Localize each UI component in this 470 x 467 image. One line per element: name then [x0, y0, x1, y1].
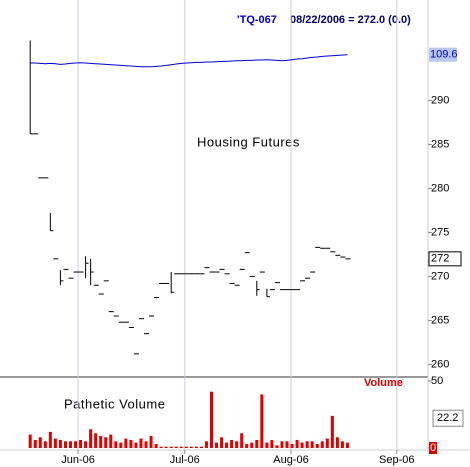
- volume-bar: [48, 431, 52, 448]
- volume-bar: [230, 439, 234, 448]
- volume-bar: [255, 439, 259, 448]
- volume-bar: [74, 441, 78, 448]
- volume-bar: [235, 441, 239, 448]
- volume-bar: [250, 442, 254, 448]
- volume-bar: [275, 445, 279, 448]
- volume-bar: [63, 441, 67, 448]
- volume-bar: [204, 441, 208, 448]
- volume-bar: [199, 446, 203, 448]
- volume-bar: [58, 439, 62, 448]
- y-tick-label: 280: [431, 182, 449, 194]
- y-tick-label: 265: [431, 314, 449, 326]
- value-tag: 22.2: [437, 412, 458, 424]
- quote: 08/22/2006 = 272.0 (0.0): [290, 14, 411, 26]
- volume-bar: [285, 441, 289, 448]
- volume-bar: [184, 446, 188, 448]
- x-tick-label: Jul-06: [170, 454, 200, 466]
- volume-bar: [124, 438, 128, 448]
- annotation: Pathetic Volume: [64, 396, 165, 411]
- symbol: 'TQ-067: [237, 14, 277, 26]
- volume-bar: [79, 439, 83, 448]
- volume-bar: [194, 446, 198, 448]
- volume-bar: [84, 441, 88, 448]
- value-tag: 272: [431, 253, 449, 265]
- volume-bar: [315, 443, 319, 448]
- volume-bar: [149, 435, 153, 448]
- volume-bar: [144, 441, 148, 448]
- volume-bar: [189, 446, 193, 448]
- volume-bar: [68, 441, 72, 448]
- volume-bar: [119, 442, 123, 448]
- value-tag-box: [432, 409, 464, 427]
- volume-bar: [270, 439, 274, 448]
- volume-bar: [99, 435, 103, 448]
- volume-bar: [340, 441, 344, 448]
- volume-bar: [290, 443, 294, 448]
- volume-bar: [305, 441, 309, 448]
- volume-bar: [295, 439, 299, 448]
- y-tick-box: [429, 442, 437, 454]
- volume-bar: [209, 391, 213, 448]
- x-tick-label: Jun-06: [61, 454, 95, 466]
- volume-bar: [345, 442, 349, 448]
- volume-bar: [109, 434, 113, 448]
- annotation: Housing Futures: [197, 134, 300, 149]
- x-tick-label: Aug-06: [273, 454, 308, 466]
- y-axis-label: Volume: [364, 377, 403, 389]
- volume-bar: [310, 441, 314, 448]
- volume-bar: [335, 437, 339, 448]
- volume-bar: [43, 441, 47, 448]
- volume-bar: [220, 437, 224, 448]
- volume-bar: [225, 442, 229, 448]
- volume-bar: [245, 443, 249, 448]
- volume-bar: [265, 442, 269, 448]
- volume-bar: [33, 439, 37, 448]
- y-tick-label: 285: [431, 138, 449, 150]
- volume-bar: [154, 443, 158, 448]
- volume-bar: [215, 442, 219, 448]
- y-tick-label: 290: [431, 94, 449, 106]
- volume-bar: [169, 446, 173, 448]
- volume-bar: [104, 437, 108, 448]
- volume-bar: [129, 439, 133, 448]
- volume-bar: [94, 433, 98, 448]
- volume-bar: [134, 442, 138, 448]
- volume-bar: [260, 394, 264, 448]
- volume-bar: [240, 433, 244, 448]
- value-tag: 109.6: [430, 49, 458, 61]
- volume-bar: [89, 429, 93, 448]
- y-tick-label: 0: [430, 442, 436, 454]
- volume-bar: [164, 446, 168, 448]
- value-tag-box: [428, 251, 462, 267]
- volume-bar: [325, 438, 329, 448]
- y-tick-label: 275: [431, 226, 449, 238]
- x-tick-label: Sep-06: [379, 454, 414, 466]
- volume-bar: [159, 446, 163, 448]
- volume-bar: [53, 438, 57, 448]
- value-tag-box: [429, 47, 457, 62]
- volume-bar: [330, 415, 334, 448]
- volume-bar: [174, 446, 178, 448]
- volume-bar: [38, 437, 42, 448]
- volume-bar: [28, 434, 32, 448]
- volume-bar: [300, 442, 304, 448]
- volume-bar: [114, 441, 118, 448]
- volume-bar: [179, 446, 183, 448]
- volume-bar: [139, 438, 143, 448]
- line: [30, 54, 348, 68]
- y-tick-label: 260: [431, 358, 449, 370]
- y-tick-label: 270: [431, 270, 449, 282]
- volume-bar: [320, 441, 324, 448]
- y-tick-label: 50: [431, 375, 443, 387]
- volume-bar: [280, 441, 284, 448]
